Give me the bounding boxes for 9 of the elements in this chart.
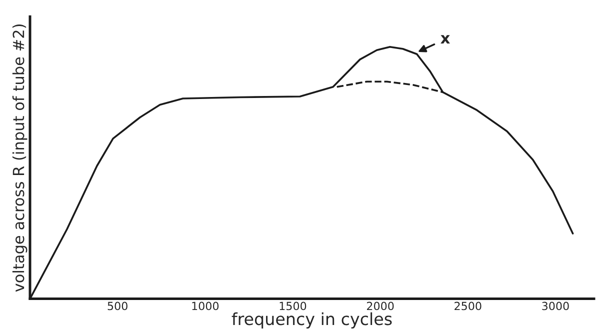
x-tick-label: 500 (108, 302, 128, 310)
x-tick-label: 3000 (542, 302, 569, 310)
x-axis-title: frequency in cycles (232, 312, 392, 328)
x-tick-label: 1000 (192, 302, 219, 310)
y-axis-title: voltage across R (input of tube #2) (12, 24, 28, 292)
x-tick-label: 2000 (366, 302, 394, 310)
annotation: x (440, 35, 450, 44)
x-tick-label: 2500 (454, 302, 482, 310)
x-tick-label: 1500 (280, 302, 306, 310)
